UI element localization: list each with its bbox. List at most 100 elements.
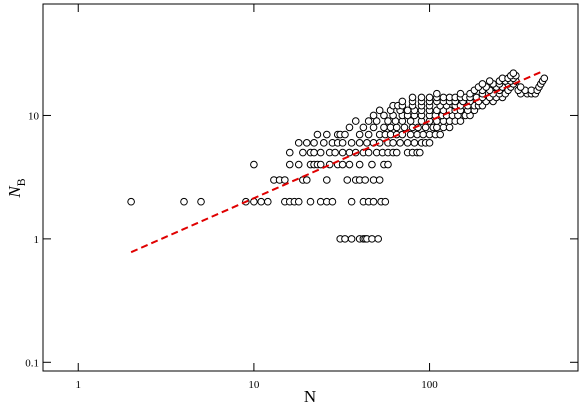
scatter-point: [306, 197, 315, 206]
scatter-point: [417, 93, 426, 102]
scatter-point: [425, 93, 434, 102]
x-tick-label: 1: [75, 379, 81, 391]
scatter-point: [345, 160, 354, 169]
scatter-point: [322, 130, 331, 139]
scatter-point: [403, 139, 412, 147]
scatter-point: [384, 160, 392, 169]
y-axis-title-main: N: [5, 185, 24, 199]
fit-line: [130, 70, 543, 254]
scatter-point: [331, 148, 339, 157]
scatter-point: [374, 235, 382, 243]
scatter-point: [372, 117, 381, 125]
scatter-point: [436, 130, 445, 139]
scatter-point: [320, 139, 328, 147]
scatter-point: [322, 176, 331, 184]
scatter-point: [257, 197, 265, 206]
scatter-point: [456, 89, 465, 98]
scatter-point: [363, 139, 371, 147]
scatter-point: [384, 117, 392, 125]
scatter-point: [540, 74, 549, 83]
scatter-point: [345, 148, 354, 157]
scatter-point: [281, 176, 289, 184]
x-tick-label: 10: [248, 379, 260, 391]
scatter-point: [343, 176, 352, 184]
scatter-point: [197, 197, 205, 206]
scatter-point: [369, 111, 378, 120]
scatter-point: [375, 106, 384, 115]
scatter-point: [368, 235, 376, 243]
plot-frame: [42, 3, 579, 372]
plot-area: [127, 69, 549, 254]
scatter-point: [285, 148, 294, 157]
scatter-point: [338, 148, 347, 157]
scatter-point: [250, 160, 258, 169]
scatter-point: [410, 139, 419, 147]
scatter-point: [364, 130, 373, 139]
scatter-point: [516, 83, 525, 91]
scatter-point: [381, 197, 390, 206]
scatter-point: [302, 176, 311, 184]
scatter-point: [485, 77, 494, 85]
scatter-point: [302, 139, 311, 147]
x-axis-title: N: [304, 387, 316, 406]
scatter-point: [316, 148, 325, 157]
scatter-point: [250, 197, 258, 206]
scatter-point: [359, 123, 368, 132]
scatter-point: [264, 197, 272, 206]
scatter-point: [180, 197, 188, 206]
scatter-point: [364, 117, 373, 125]
scatter-point: [310, 139, 318, 147]
scatter-point: [127, 197, 135, 206]
scatter-point: [396, 139, 404, 147]
scatter-point: [421, 123, 430, 132]
scatter-point: [392, 148, 401, 157]
scatter-point: [416, 148, 424, 157]
scatter-point: [408, 93, 417, 102]
scatter-point: [380, 111, 388, 120]
scatter-point: [316, 160, 325, 169]
scatter-point: [398, 97, 407, 106]
scatter-point: [347, 197, 356, 206]
x-tick-label: 100: [421, 379, 438, 391]
scatter-point: [400, 123, 409, 132]
scatter-point: [375, 176, 384, 184]
y-axis-title: NB: [5, 178, 28, 198]
scatter-point: [509, 69, 518, 77]
scatter-point: [406, 117, 415, 125]
scatter-point: [478, 80, 487, 88]
scatter-point: [347, 139, 356, 147]
scatter-point: [433, 123, 441, 132]
scatter-point: [380, 123, 388, 132]
scatter-point: [419, 130, 427, 139]
scatter-point: [361, 176, 369, 184]
y-axis-title-sub: B: [14, 178, 28, 186]
scatter-point: [338, 160, 347, 169]
scatter-point: [355, 130, 364, 139]
scatter-point: [347, 235, 356, 243]
y-tick-label: 0.1: [25, 357, 39, 369]
y-tick-label: 1: [34, 234, 40, 246]
scatter-point: [355, 139, 364, 147]
scatter-point: [341, 130, 349, 139]
scatter-point: [355, 160, 364, 169]
y-tick-label: 10: [28, 110, 40, 122]
scatter-point: [406, 130, 415, 139]
scatter-point: [425, 139, 434, 147]
scatter-point: [351, 117, 360, 125]
scatter-point: [364, 148, 373, 157]
scatter-point: [299, 148, 307, 157]
scatter-point: [433, 89, 441, 98]
scatter-point: [328, 197, 337, 206]
scatter-point: [341, 235, 349, 243]
scatter-point: [294, 197, 303, 206]
scatter-point: [338, 139, 347, 147]
scatter-point: [389, 139, 397, 147]
scatter-point: [285, 160, 294, 169]
scatter-point: [294, 160, 303, 169]
scatter-point: [310, 148, 318, 157]
scatter-point: [445, 123, 454, 132]
scatter-point: [392, 123, 401, 132]
scatter-point: [345, 123, 354, 132]
